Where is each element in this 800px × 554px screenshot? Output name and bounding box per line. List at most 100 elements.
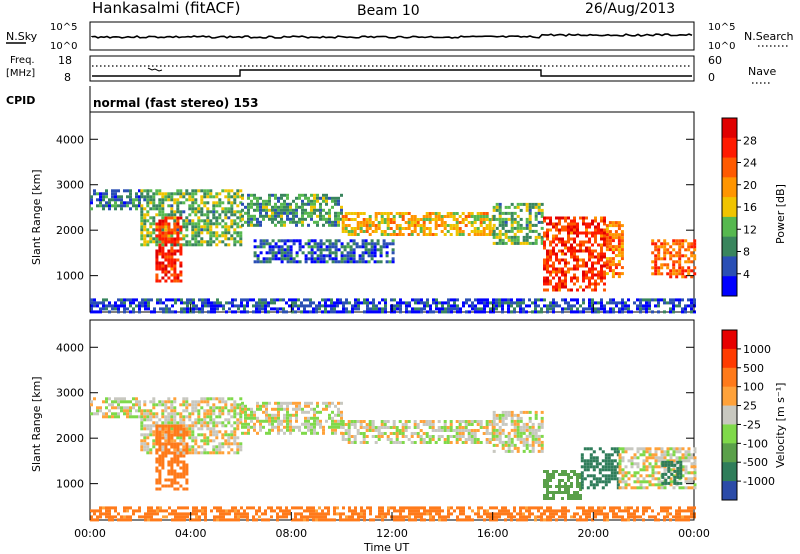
heatmap-cell bbox=[413, 215, 417, 218]
heatmap-cell bbox=[233, 415, 237, 419]
heatmap-cell bbox=[141, 515, 144, 519]
heatmap-cell bbox=[672, 459, 676, 463]
heatmap-cell bbox=[639, 483, 643, 487]
heatmap-cell bbox=[331, 260, 335, 264]
heatmap-cell bbox=[271, 422, 274, 426]
heatmap-cell bbox=[591, 288, 594, 292]
heatmap-cell bbox=[576, 310, 579, 314]
heatmap-cell bbox=[310, 245, 314, 249]
heatmap-cell bbox=[333, 304, 336, 308]
heatmap-cell bbox=[353, 438, 357, 441]
heatmap-cell bbox=[306, 518, 309, 522]
heatmap-cell bbox=[678, 456, 682, 460]
heatmap-cell bbox=[534, 310, 537, 314]
heatmap-cell bbox=[259, 419, 262, 423]
heatmap-cell bbox=[340, 251, 344, 255]
heatmap-cell bbox=[401, 435, 405, 438]
heatmap-cell bbox=[482, 221, 486, 224]
heatmap-cell bbox=[334, 428, 337, 432]
heatmap-cell bbox=[195, 518, 198, 522]
heatmap-cell bbox=[672, 248, 676, 252]
heatmap-cell bbox=[449, 212, 453, 215]
heatmap-cell bbox=[446, 438, 450, 441]
heatmap-cell bbox=[123, 204, 126, 208]
heatmap-cell bbox=[624, 474, 628, 478]
heatmap-cell bbox=[396, 509, 399, 513]
heatmap-cell bbox=[307, 251, 311, 255]
heatmap-cell bbox=[603, 282, 606, 286]
heatmap-cell bbox=[228, 518, 231, 522]
heatmap-cell bbox=[164, 436, 168, 440]
heatmap-cell bbox=[603, 231, 606, 235]
heatmap-cell bbox=[392, 426, 396, 429]
heatmap-cell bbox=[613, 477, 617, 481]
heatmap-cell bbox=[426, 298, 429, 302]
heatmap-cell bbox=[222, 307, 225, 311]
heatmap-cell bbox=[265, 202, 268, 206]
heatmap-cell bbox=[322, 223, 325, 227]
heatmap-cell bbox=[480, 307, 483, 311]
heatmap-cell bbox=[164, 255, 168, 259]
heatmap-cell bbox=[583, 477, 587, 481]
heatmap-cell bbox=[185, 415, 189, 419]
heatmap-cell bbox=[298, 196, 301, 200]
heatmap-cell bbox=[601, 480, 605, 484]
heatmap-cell bbox=[159, 307, 162, 311]
heatmap-cell bbox=[316, 431, 319, 435]
heatmap-cell bbox=[206, 201, 210, 205]
heatmap-cell bbox=[501, 416, 505, 420]
heatmap-cell bbox=[498, 515, 501, 519]
heatmap-cell bbox=[495, 298, 498, 302]
heatmap-cell bbox=[150, 518, 153, 522]
heatmap-cell bbox=[173, 222, 177, 226]
heatmap-cell bbox=[488, 441, 492, 444]
heatmap-cell bbox=[684, 275, 688, 279]
heatmap-cell bbox=[230, 237, 234, 241]
heatmap-cell bbox=[221, 234, 225, 238]
heatmap-cell bbox=[446, 215, 450, 218]
heatmap-cell bbox=[236, 240, 240, 244]
heatmap-cell bbox=[381, 307, 384, 311]
heatmap-cell bbox=[221, 225, 225, 229]
heatmap-cell bbox=[307, 410, 310, 414]
heatmap-cell bbox=[633, 453, 637, 457]
heatmap-cell bbox=[353, 233, 357, 236]
heatmap-cell bbox=[331, 425, 334, 429]
heatmap-cell bbox=[102, 298, 105, 302]
heatmap-cell bbox=[617, 242, 621, 246]
heatmap-cell bbox=[528, 235, 532, 239]
heatmap-cell bbox=[285, 515, 288, 519]
heatmap-cell bbox=[167, 424, 171, 428]
heatmap-cell bbox=[597, 307, 600, 311]
heatmap-cell bbox=[203, 400, 207, 404]
heatmap-cell bbox=[389, 218, 393, 221]
heatmap-cell bbox=[540, 202, 544, 206]
heatmap-cell bbox=[614, 248, 618, 252]
heatmap-cell bbox=[479, 224, 483, 227]
heatmap-cell bbox=[687, 453, 691, 457]
heatmap-cell bbox=[573, 491, 576, 494]
heatmap-cell bbox=[240, 512, 243, 516]
heatmap-cell bbox=[331, 223, 334, 227]
heatmap-cell bbox=[431, 423, 435, 426]
heatmap-cell bbox=[144, 307, 147, 311]
heatmap-cell bbox=[215, 237, 219, 241]
heatmap-cell bbox=[99, 509, 102, 513]
heatmap-cell bbox=[300, 310, 303, 314]
heatmap-cell bbox=[164, 439, 168, 443]
heatmap-cell bbox=[546, 234, 549, 238]
heatmap-cell bbox=[167, 412, 171, 416]
heatmap-cell bbox=[170, 421, 174, 425]
heatmap-cell bbox=[149, 424, 153, 428]
heatmap-cell bbox=[603, 273, 606, 277]
heatmap-cell bbox=[90, 195, 93, 199]
heatmap-cell bbox=[510, 235, 514, 239]
heatmap-cell bbox=[492, 434, 496, 438]
heatmap-cell bbox=[417, 515, 420, 519]
heatmap-cell bbox=[188, 403, 192, 407]
heatmap-cell bbox=[492, 232, 496, 236]
heatmap-cell bbox=[330, 298, 333, 302]
heatmap-cell bbox=[561, 249, 564, 253]
heatmap-cell bbox=[600, 273, 603, 277]
